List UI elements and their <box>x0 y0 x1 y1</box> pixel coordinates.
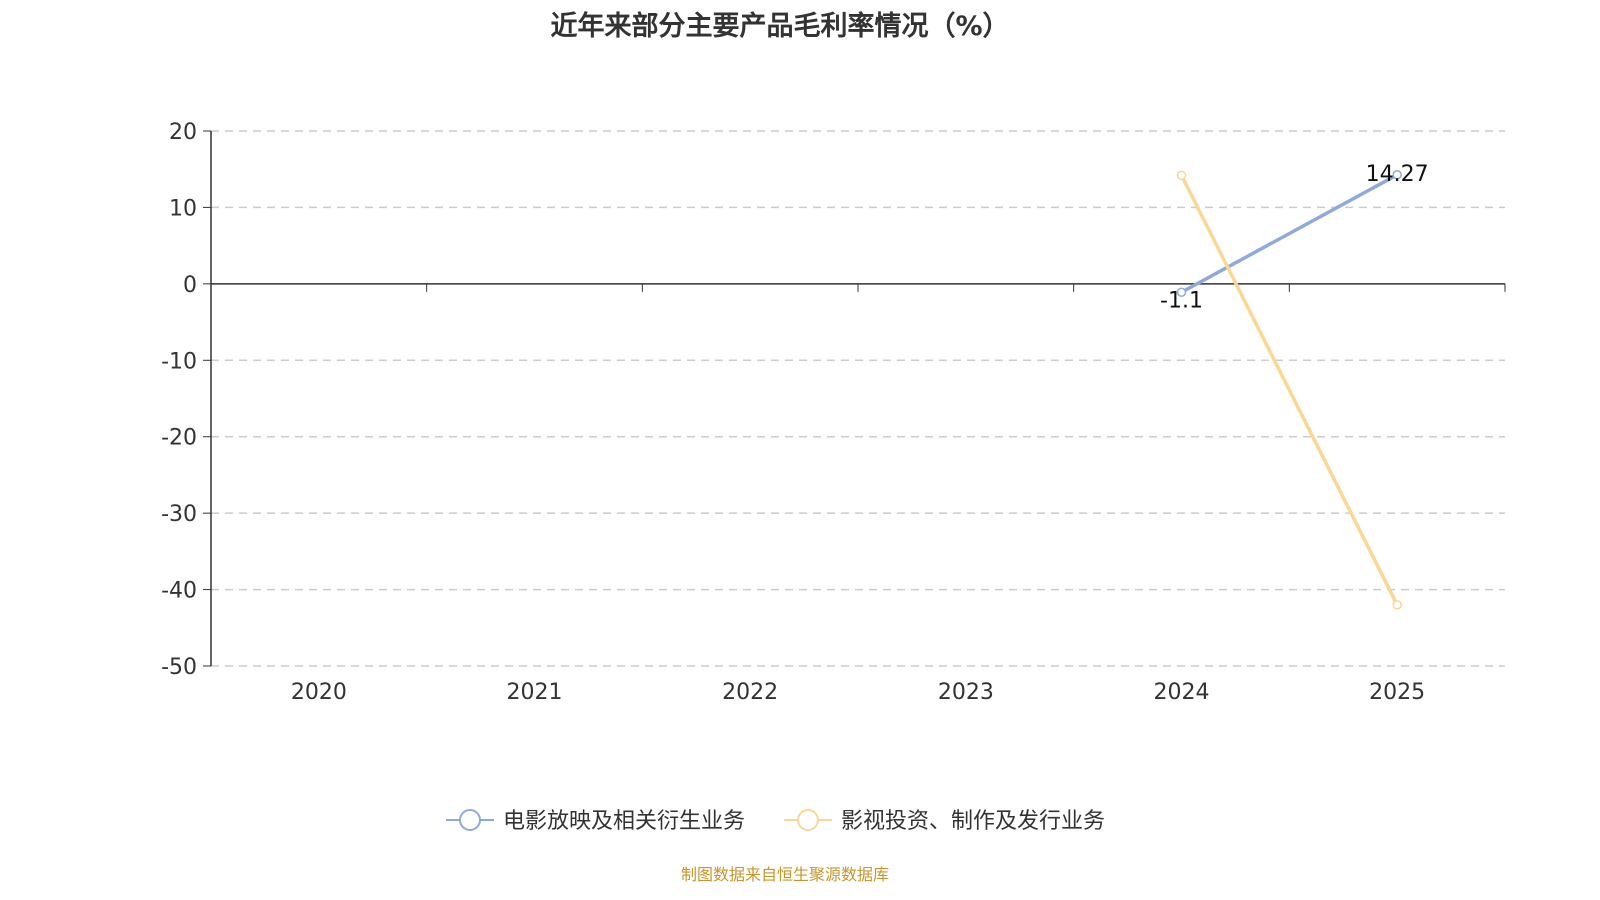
legend-marker <box>459 809 481 831</box>
x-tick-label: 2023 <box>938 680 994 705</box>
series-line <box>1179 174 1399 606</box>
legend-marker <box>797 809 819 831</box>
source-note: 制图数据来自恒生聚源数据库 <box>680 865 889 884</box>
y-tick-label: 10 <box>169 196 197 221</box>
data-point <box>1176 170 1187 181</box>
legend-label: 影视投资、制作及发行业务 <box>841 809 1105 834</box>
y-tick-label: -30 <box>161 502 197 527</box>
y-tick-label: -20 <box>161 426 197 451</box>
data-label: 14.27 <box>1366 162 1429 187</box>
x-tick-label: 2022 <box>722 680 778 705</box>
chart-title: 近年来部分主要产品毛利率情况（%） <box>550 11 1010 42</box>
legend-label: 电影放映及相关衍生业务 <box>503 809 745 834</box>
x-tick-label: 2020 <box>291 680 347 705</box>
data-point <box>1392 600 1402 610</box>
y-tick-label: -10 <box>161 349 197 374</box>
y-tick-label: 20 <box>169 120 197 145</box>
y-tick-label: -40 <box>161 579 197 604</box>
x-tick-label: 2021 <box>507 680 563 705</box>
data-point <box>1392 170 1402 180</box>
data-point <box>1176 287 1187 298</box>
data-label: -1.1 <box>1160 288 1203 313</box>
x-tick-label: 2025 <box>1369 680 1425 705</box>
x-tick-label: 2024 <box>1154 680 1210 705</box>
y-tick-label: -50 <box>161 655 197 680</box>
y-tick-label: 0 <box>183 273 197 298</box>
series-line <box>1180 173 1399 294</box>
